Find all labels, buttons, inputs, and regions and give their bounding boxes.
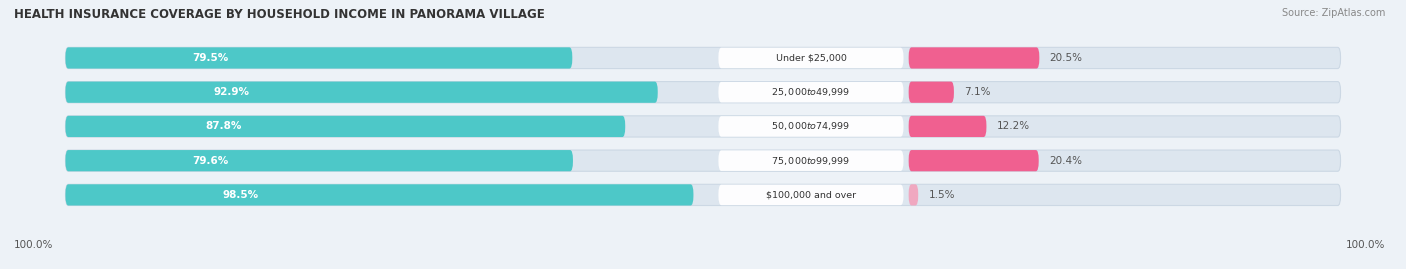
Text: 98.5%: 98.5%	[222, 190, 259, 200]
Text: 20.5%: 20.5%	[1050, 53, 1083, 63]
FancyBboxPatch shape	[66, 184, 693, 206]
FancyBboxPatch shape	[908, 47, 1039, 69]
Text: HEALTH INSURANCE COVERAGE BY HOUSEHOLD INCOME IN PANORAMA VILLAGE: HEALTH INSURANCE COVERAGE BY HOUSEHOLD I…	[14, 8, 544, 21]
Text: Under $25,000: Under $25,000	[776, 54, 846, 62]
FancyBboxPatch shape	[66, 150, 572, 171]
FancyBboxPatch shape	[718, 116, 904, 137]
FancyBboxPatch shape	[66, 82, 658, 103]
Text: 20.4%: 20.4%	[1049, 156, 1083, 166]
FancyBboxPatch shape	[718, 185, 904, 205]
FancyBboxPatch shape	[66, 116, 626, 137]
FancyBboxPatch shape	[908, 184, 918, 206]
FancyBboxPatch shape	[66, 116, 1340, 137]
FancyBboxPatch shape	[908, 150, 1039, 171]
Text: $75,000 to $99,999: $75,000 to $99,999	[772, 155, 851, 167]
FancyBboxPatch shape	[66, 150, 1340, 171]
FancyBboxPatch shape	[66, 47, 572, 69]
Text: 79.5%: 79.5%	[193, 53, 228, 63]
Text: $50,000 to $74,999: $50,000 to $74,999	[772, 121, 851, 132]
Text: Source: ZipAtlas.com: Source: ZipAtlas.com	[1281, 8, 1385, 18]
FancyBboxPatch shape	[908, 116, 987, 137]
Text: 100.0%: 100.0%	[1346, 240, 1385, 250]
FancyBboxPatch shape	[66, 184, 1340, 206]
Text: 7.1%: 7.1%	[965, 87, 991, 97]
FancyBboxPatch shape	[66, 82, 1340, 103]
Legend: With Coverage, Without Coverage: With Coverage, Without Coverage	[581, 267, 825, 269]
FancyBboxPatch shape	[718, 150, 904, 171]
Text: $100,000 and over: $100,000 and over	[766, 190, 856, 199]
Text: 92.9%: 92.9%	[214, 87, 249, 97]
Text: $25,000 to $49,999: $25,000 to $49,999	[772, 86, 851, 98]
Text: 79.6%: 79.6%	[193, 156, 229, 166]
Text: 12.2%: 12.2%	[997, 121, 1029, 132]
Text: 87.8%: 87.8%	[205, 121, 242, 132]
FancyBboxPatch shape	[66, 47, 1340, 69]
FancyBboxPatch shape	[718, 48, 904, 68]
FancyBboxPatch shape	[908, 82, 953, 103]
Text: 100.0%: 100.0%	[14, 240, 53, 250]
Text: 1.5%: 1.5%	[928, 190, 955, 200]
FancyBboxPatch shape	[718, 82, 904, 102]
